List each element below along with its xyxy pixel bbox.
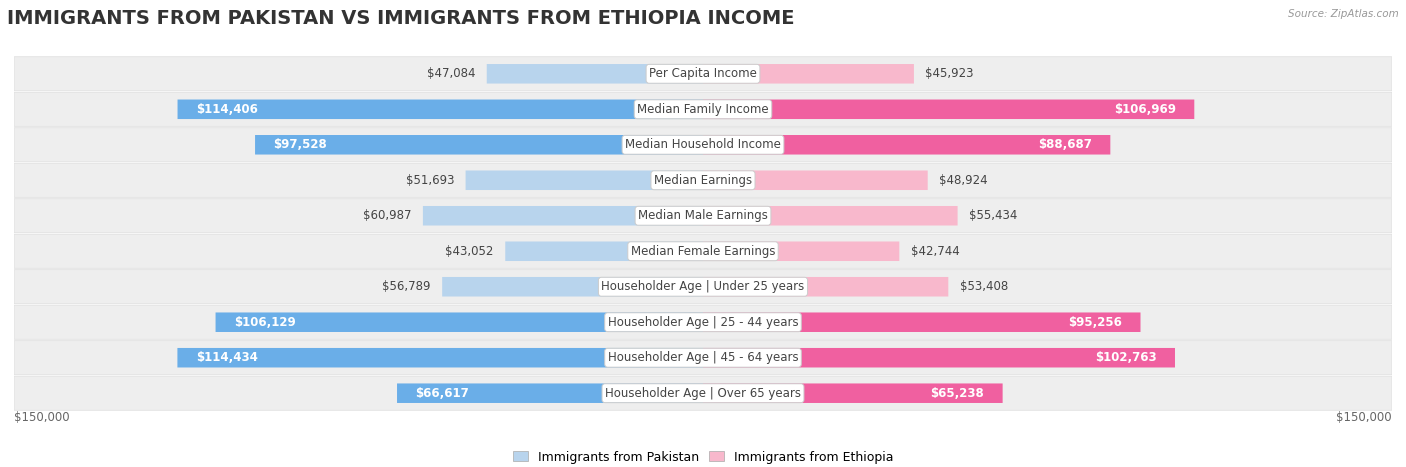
Text: $53,408: $53,408 xyxy=(960,280,1008,293)
Text: Source: ZipAtlas.com: Source: ZipAtlas.com xyxy=(1288,9,1399,19)
FancyBboxPatch shape xyxy=(14,341,1392,375)
Text: $102,763: $102,763 xyxy=(1095,351,1157,364)
Text: $56,789: $56,789 xyxy=(382,280,430,293)
FancyBboxPatch shape xyxy=(703,348,1175,368)
FancyBboxPatch shape xyxy=(505,241,703,261)
Text: $150,000: $150,000 xyxy=(1336,411,1392,424)
Text: $42,744: $42,744 xyxy=(911,245,959,258)
Text: $65,238: $65,238 xyxy=(931,387,984,400)
Text: IMMIGRANTS FROM PAKISTAN VS IMMIGRANTS FROM ETHIOPIA INCOME: IMMIGRANTS FROM PAKISTAN VS IMMIGRANTS F… xyxy=(7,9,794,28)
Text: $114,406: $114,406 xyxy=(195,103,257,116)
FancyBboxPatch shape xyxy=(14,234,1392,268)
FancyBboxPatch shape xyxy=(703,206,957,226)
FancyBboxPatch shape xyxy=(703,99,1194,119)
Text: $106,129: $106,129 xyxy=(233,316,295,329)
FancyBboxPatch shape xyxy=(14,163,1392,197)
FancyBboxPatch shape xyxy=(486,64,703,84)
Text: $88,687: $88,687 xyxy=(1038,138,1092,151)
Text: $95,256: $95,256 xyxy=(1069,316,1122,329)
FancyBboxPatch shape xyxy=(14,376,1392,410)
Text: Median Household Income: Median Household Income xyxy=(626,138,780,151)
Text: Median Family Income: Median Family Income xyxy=(637,103,769,116)
Text: $55,434: $55,434 xyxy=(969,209,1018,222)
FancyBboxPatch shape xyxy=(703,64,914,84)
Text: Householder Age | 25 - 44 years: Householder Age | 25 - 44 years xyxy=(607,316,799,329)
FancyBboxPatch shape xyxy=(177,348,703,368)
Text: Householder Age | 45 - 64 years: Householder Age | 45 - 64 years xyxy=(607,351,799,364)
FancyBboxPatch shape xyxy=(14,270,1392,304)
Text: $60,987: $60,987 xyxy=(363,209,412,222)
FancyBboxPatch shape xyxy=(177,99,703,119)
Text: $51,693: $51,693 xyxy=(405,174,454,187)
Text: Median Female Earnings: Median Female Earnings xyxy=(631,245,775,258)
FancyBboxPatch shape xyxy=(465,170,703,190)
FancyBboxPatch shape xyxy=(703,135,1111,155)
FancyBboxPatch shape xyxy=(14,92,1392,126)
FancyBboxPatch shape xyxy=(254,135,703,155)
Text: $66,617: $66,617 xyxy=(415,387,470,400)
FancyBboxPatch shape xyxy=(215,312,703,332)
Text: $114,434: $114,434 xyxy=(195,351,257,364)
FancyBboxPatch shape xyxy=(703,312,1140,332)
FancyBboxPatch shape xyxy=(703,170,928,190)
FancyBboxPatch shape xyxy=(703,277,948,297)
FancyBboxPatch shape xyxy=(423,206,703,226)
Text: Householder Age | Under 25 years: Householder Age | Under 25 years xyxy=(602,280,804,293)
Text: Median Earnings: Median Earnings xyxy=(654,174,752,187)
FancyBboxPatch shape xyxy=(14,305,1392,339)
Text: $47,084: $47,084 xyxy=(427,67,475,80)
Text: Per Capita Income: Per Capita Income xyxy=(650,67,756,80)
FancyBboxPatch shape xyxy=(441,277,703,297)
Text: Median Male Earnings: Median Male Earnings xyxy=(638,209,768,222)
FancyBboxPatch shape xyxy=(703,241,900,261)
Text: Householder Age | Over 65 years: Householder Age | Over 65 years xyxy=(605,387,801,400)
FancyBboxPatch shape xyxy=(14,57,1392,91)
Text: $45,923: $45,923 xyxy=(925,67,974,80)
FancyBboxPatch shape xyxy=(703,383,1002,403)
Text: $43,052: $43,052 xyxy=(446,245,494,258)
Text: $106,969: $106,969 xyxy=(1114,103,1175,116)
FancyBboxPatch shape xyxy=(396,383,703,403)
FancyBboxPatch shape xyxy=(14,199,1392,233)
Legend: Immigrants from Pakistan, Immigrants from Ethiopia: Immigrants from Pakistan, Immigrants fro… xyxy=(508,446,898,467)
FancyBboxPatch shape xyxy=(14,128,1392,162)
Text: $150,000: $150,000 xyxy=(14,411,70,424)
Text: $97,528: $97,528 xyxy=(273,138,328,151)
Text: $48,924: $48,924 xyxy=(939,174,988,187)
